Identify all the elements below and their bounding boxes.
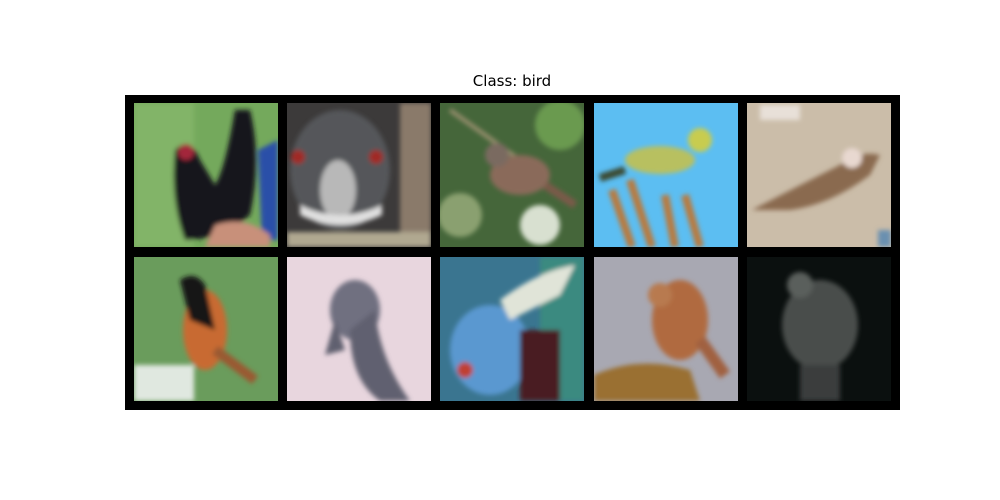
image-tile (287, 103, 431, 247)
image-tile (440, 103, 584, 247)
image-tile (594, 257, 738, 401)
image-tile (747, 103, 891, 247)
image-tile (134, 103, 278, 247)
image-tile (287, 257, 431, 401)
image-tile (747, 257, 891, 401)
figure-title: Class: bird (473, 72, 551, 90)
image-tile (594, 103, 738, 247)
image-tile (134, 257, 278, 401)
image-tile (440, 257, 584, 401)
